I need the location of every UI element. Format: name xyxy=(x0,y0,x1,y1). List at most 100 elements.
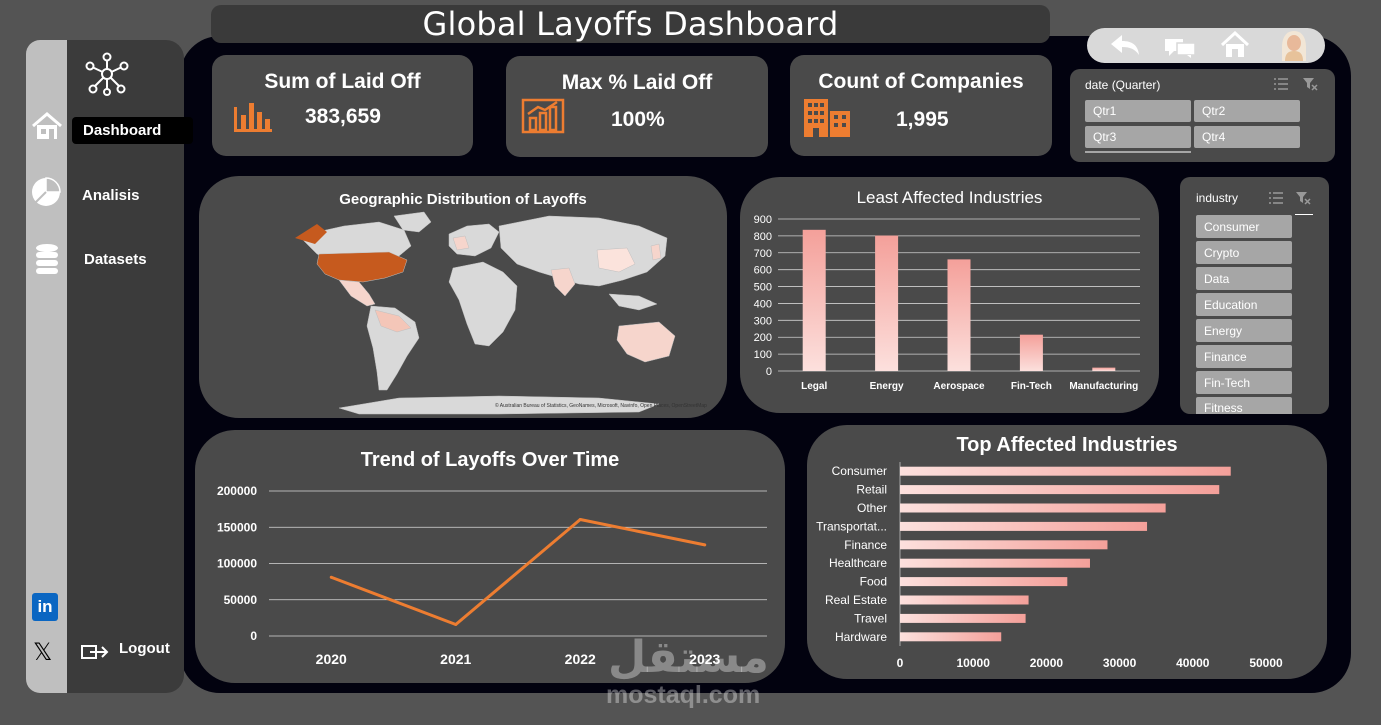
slicer-option-consumer[interactable]: Consumer xyxy=(1196,215,1292,238)
slicer-option-energy[interactable]: Energy xyxy=(1196,319,1292,342)
bar xyxy=(900,521,1148,531)
data-point xyxy=(454,623,458,627)
brazil xyxy=(374,309,412,333)
y-tick-label: 500 xyxy=(754,282,772,294)
x-tick-label: 10000 xyxy=(957,656,991,670)
bar xyxy=(900,595,1029,605)
southeast-asia xyxy=(608,293,658,311)
multi-select-icon[interactable] xyxy=(1273,77,1289,91)
slicer-option-qtr4[interactable]: Qtr4 xyxy=(1194,126,1300,148)
y-tick-label: 100 xyxy=(754,349,772,361)
clear-filter-icon[interactable] xyxy=(1302,77,1318,91)
linkedin-icon[interactable]: in xyxy=(32,593,58,621)
watermark-arabic: مستقل xyxy=(608,632,769,683)
database-icon[interactable] xyxy=(34,243,60,275)
sidebar-item-datasets[interactable]: Datasets xyxy=(84,251,147,269)
africa xyxy=(448,261,518,347)
bar xyxy=(1019,334,1043,371)
map-attribution: © Australian Bureau of Statistics, GeoNa… xyxy=(495,403,707,409)
clear-filter-icon[interactable] xyxy=(1295,191,1313,215)
kpi-title: Max % Laid Off xyxy=(561,71,713,94)
bar xyxy=(900,540,1108,550)
antarctica xyxy=(338,395,660,415)
multi-select-icon[interactable] xyxy=(1268,191,1284,205)
kpi-value: 100% xyxy=(611,108,665,131)
kpi-value: 383,659 xyxy=(305,105,381,128)
x-icon[interactable]: 𝕏 xyxy=(33,638,53,666)
slicer-option-qtr2[interactable]: Qtr2 xyxy=(1194,100,1300,122)
slicer-title: date (Quarter) xyxy=(1085,78,1161,92)
australia xyxy=(616,321,676,363)
x-tick-label: Aerospace xyxy=(933,381,985,392)
y-tick-label: 0 xyxy=(766,366,772,378)
x-tick-label: 40000 xyxy=(1176,656,1210,670)
india xyxy=(550,267,576,297)
world-map[interactable] xyxy=(199,176,727,418)
home-icon[interactable] xyxy=(1220,30,1250,59)
slicer-option-qtr1[interactable]: Qtr1 xyxy=(1085,100,1191,122)
slicer-option-qtr3[interactable]: Qtr3 xyxy=(1085,126,1191,148)
map-panel: Geographic Distribution of Layoffs xyxy=(199,176,727,418)
y-tick-label: Food xyxy=(860,575,887,589)
home-icon[interactable] xyxy=(30,111,64,141)
pie-chart-icon[interactable] xyxy=(30,176,62,208)
sidebar-icon-strip xyxy=(26,40,67,693)
slicer-option-education[interactable]: Education xyxy=(1196,293,1292,316)
japan xyxy=(650,243,662,261)
sidebar-item-analisis[interactable]: Analisis xyxy=(82,187,140,205)
sidebar xyxy=(67,40,184,693)
title-bar: Global Layoffs Dashboard xyxy=(211,5,1050,43)
bar xyxy=(900,466,1231,476)
x-tick-label: 2020 xyxy=(316,651,347,667)
china xyxy=(596,247,636,273)
trend-chart[interactable]: 0 50000 100000 150000 200000 2020 2021 2022 2023 xyxy=(195,430,785,683)
y-tick-label: Consumer xyxy=(832,464,887,478)
x-tick-label: 20000 xyxy=(1030,656,1064,670)
logout-button[interactable]: Logout xyxy=(119,640,170,657)
slicer-option-crypto[interactable]: Crypto xyxy=(1196,241,1292,264)
kpi-title: Count of Companies xyxy=(818,70,1024,93)
logout-icon[interactable] xyxy=(80,641,110,663)
bar xyxy=(802,229,826,371)
slicer-option-data[interactable]: Data xyxy=(1196,267,1292,290)
top-affected-title: Top Affected Industries xyxy=(956,434,1178,456)
data-point xyxy=(703,543,707,547)
y-tick-label: 150000 xyxy=(217,520,257,534)
top-affected-panel: Top Affected Industries Consumer Retail Ot… xyxy=(807,425,1327,679)
top-affected-chart[interactable]: Consumer Retail Other Transportat... Finance… xyxy=(807,425,1327,679)
alaska-highlight xyxy=(295,224,327,244)
avatar[interactable] xyxy=(1279,29,1309,61)
trend-line xyxy=(330,518,706,627)
y-tick-label: 300 xyxy=(754,315,772,327)
least-affected-title: Least Affected Industries xyxy=(856,188,1043,207)
bar xyxy=(900,632,1002,642)
x-tick-label: 30000 xyxy=(1103,656,1137,670)
least-affected-chart[interactable]: 0 100 200 300 400 500 600 700 800 900 Legal Energy A… xyxy=(740,177,1159,413)
growth-chart-icon xyxy=(521,98,565,134)
slicer-option-fitness[interactable]: Fitness xyxy=(1196,397,1292,414)
sidebar-item-dashboard[interactable]: Dashboard xyxy=(72,117,193,144)
y-tick-label: 200000 xyxy=(217,484,257,498)
y-tick-label: 100000 xyxy=(217,557,257,571)
x-tick-label: 2022 xyxy=(565,651,596,667)
y-tick-label: 50000 xyxy=(224,593,258,607)
y-tick-label: 900 xyxy=(754,214,772,226)
data-point xyxy=(578,518,582,522)
bar xyxy=(900,485,1220,495)
asia xyxy=(498,215,668,287)
buildings-icon xyxy=(802,97,852,139)
y-tick-label: 200 xyxy=(754,332,772,344)
slicer-scroll-indicator xyxy=(1085,151,1191,153)
x-tick-label: Energy xyxy=(870,381,904,392)
slicer-title: industry xyxy=(1196,191,1239,205)
y-tick-label: Transportat... xyxy=(816,519,887,533)
kpi-card-max-percent-laid-off: Max % Laid Off 100% xyxy=(506,56,768,157)
network-logo-icon xyxy=(84,52,130,96)
slicer-option-finance[interactable]: Finance xyxy=(1196,345,1292,368)
kpi-card-count-companies: Count of Companies 1,995 xyxy=(790,55,1052,156)
y-tick-label: Hardware xyxy=(835,630,887,644)
slicer-option-fin-tech[interactable]: Fin-Tech xyxy=(1196,371,1292,394)
trend-panel: Trend of Layoffs Over Time 0 50000 100000 1… xyxy=(195,430,785,683)
chat-icon[interactable] xyxy=(1163,35,1197,59)
back-arrow-icon[interactable] xyxy=(1108,32,1142,58)
